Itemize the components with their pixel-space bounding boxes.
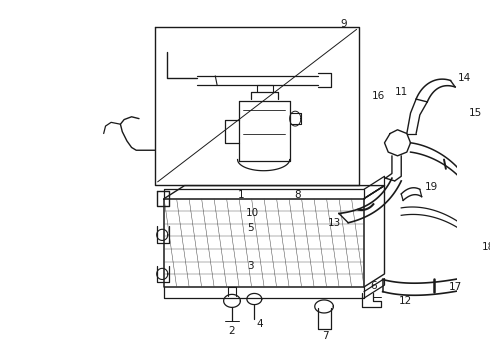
Text: 18: 18 xyxy=(482,242,490,252)
Text: 3: 3 xyxy=(247,261,254,271)
Text: 8: 8 xyxy=(294,190,300,200)
Text: 11: 11 xyxy=(394,87,408,97)
Text: 19: 19 xyxy=(424,183,438,193)
Text: 5: 5 xyxy=(247,223,254,233)
Text: 10: 10 xyxy=(246,208,259,219)
Text: 2: 2 xyxy=(229,326,235,336)
Text: 14: 14 xyxy=(458,73,471,83)
Text: 4: 4 xyxy=(257,319,263,329)
Text: 7: 7 xyxy=(321,331,328,341)
Text: 6: 6 xyxy=(370,281,377,291)
Text: 12: 12 xyxy=(399,296,413,306)
Text: 9: 9 xyxy=(340,19,347,29)
Text: 16: 16 xyxy=(371,91,385,101)
Text: 1: 1 xyxy=(238,190,245,200)
Text: 13: 13 xyxy=(328,218,341,228)
Text: 17: 17 xyxy=(448,282,462,292)
Text: 15: 15 xyxy=(469,108,482,118)
